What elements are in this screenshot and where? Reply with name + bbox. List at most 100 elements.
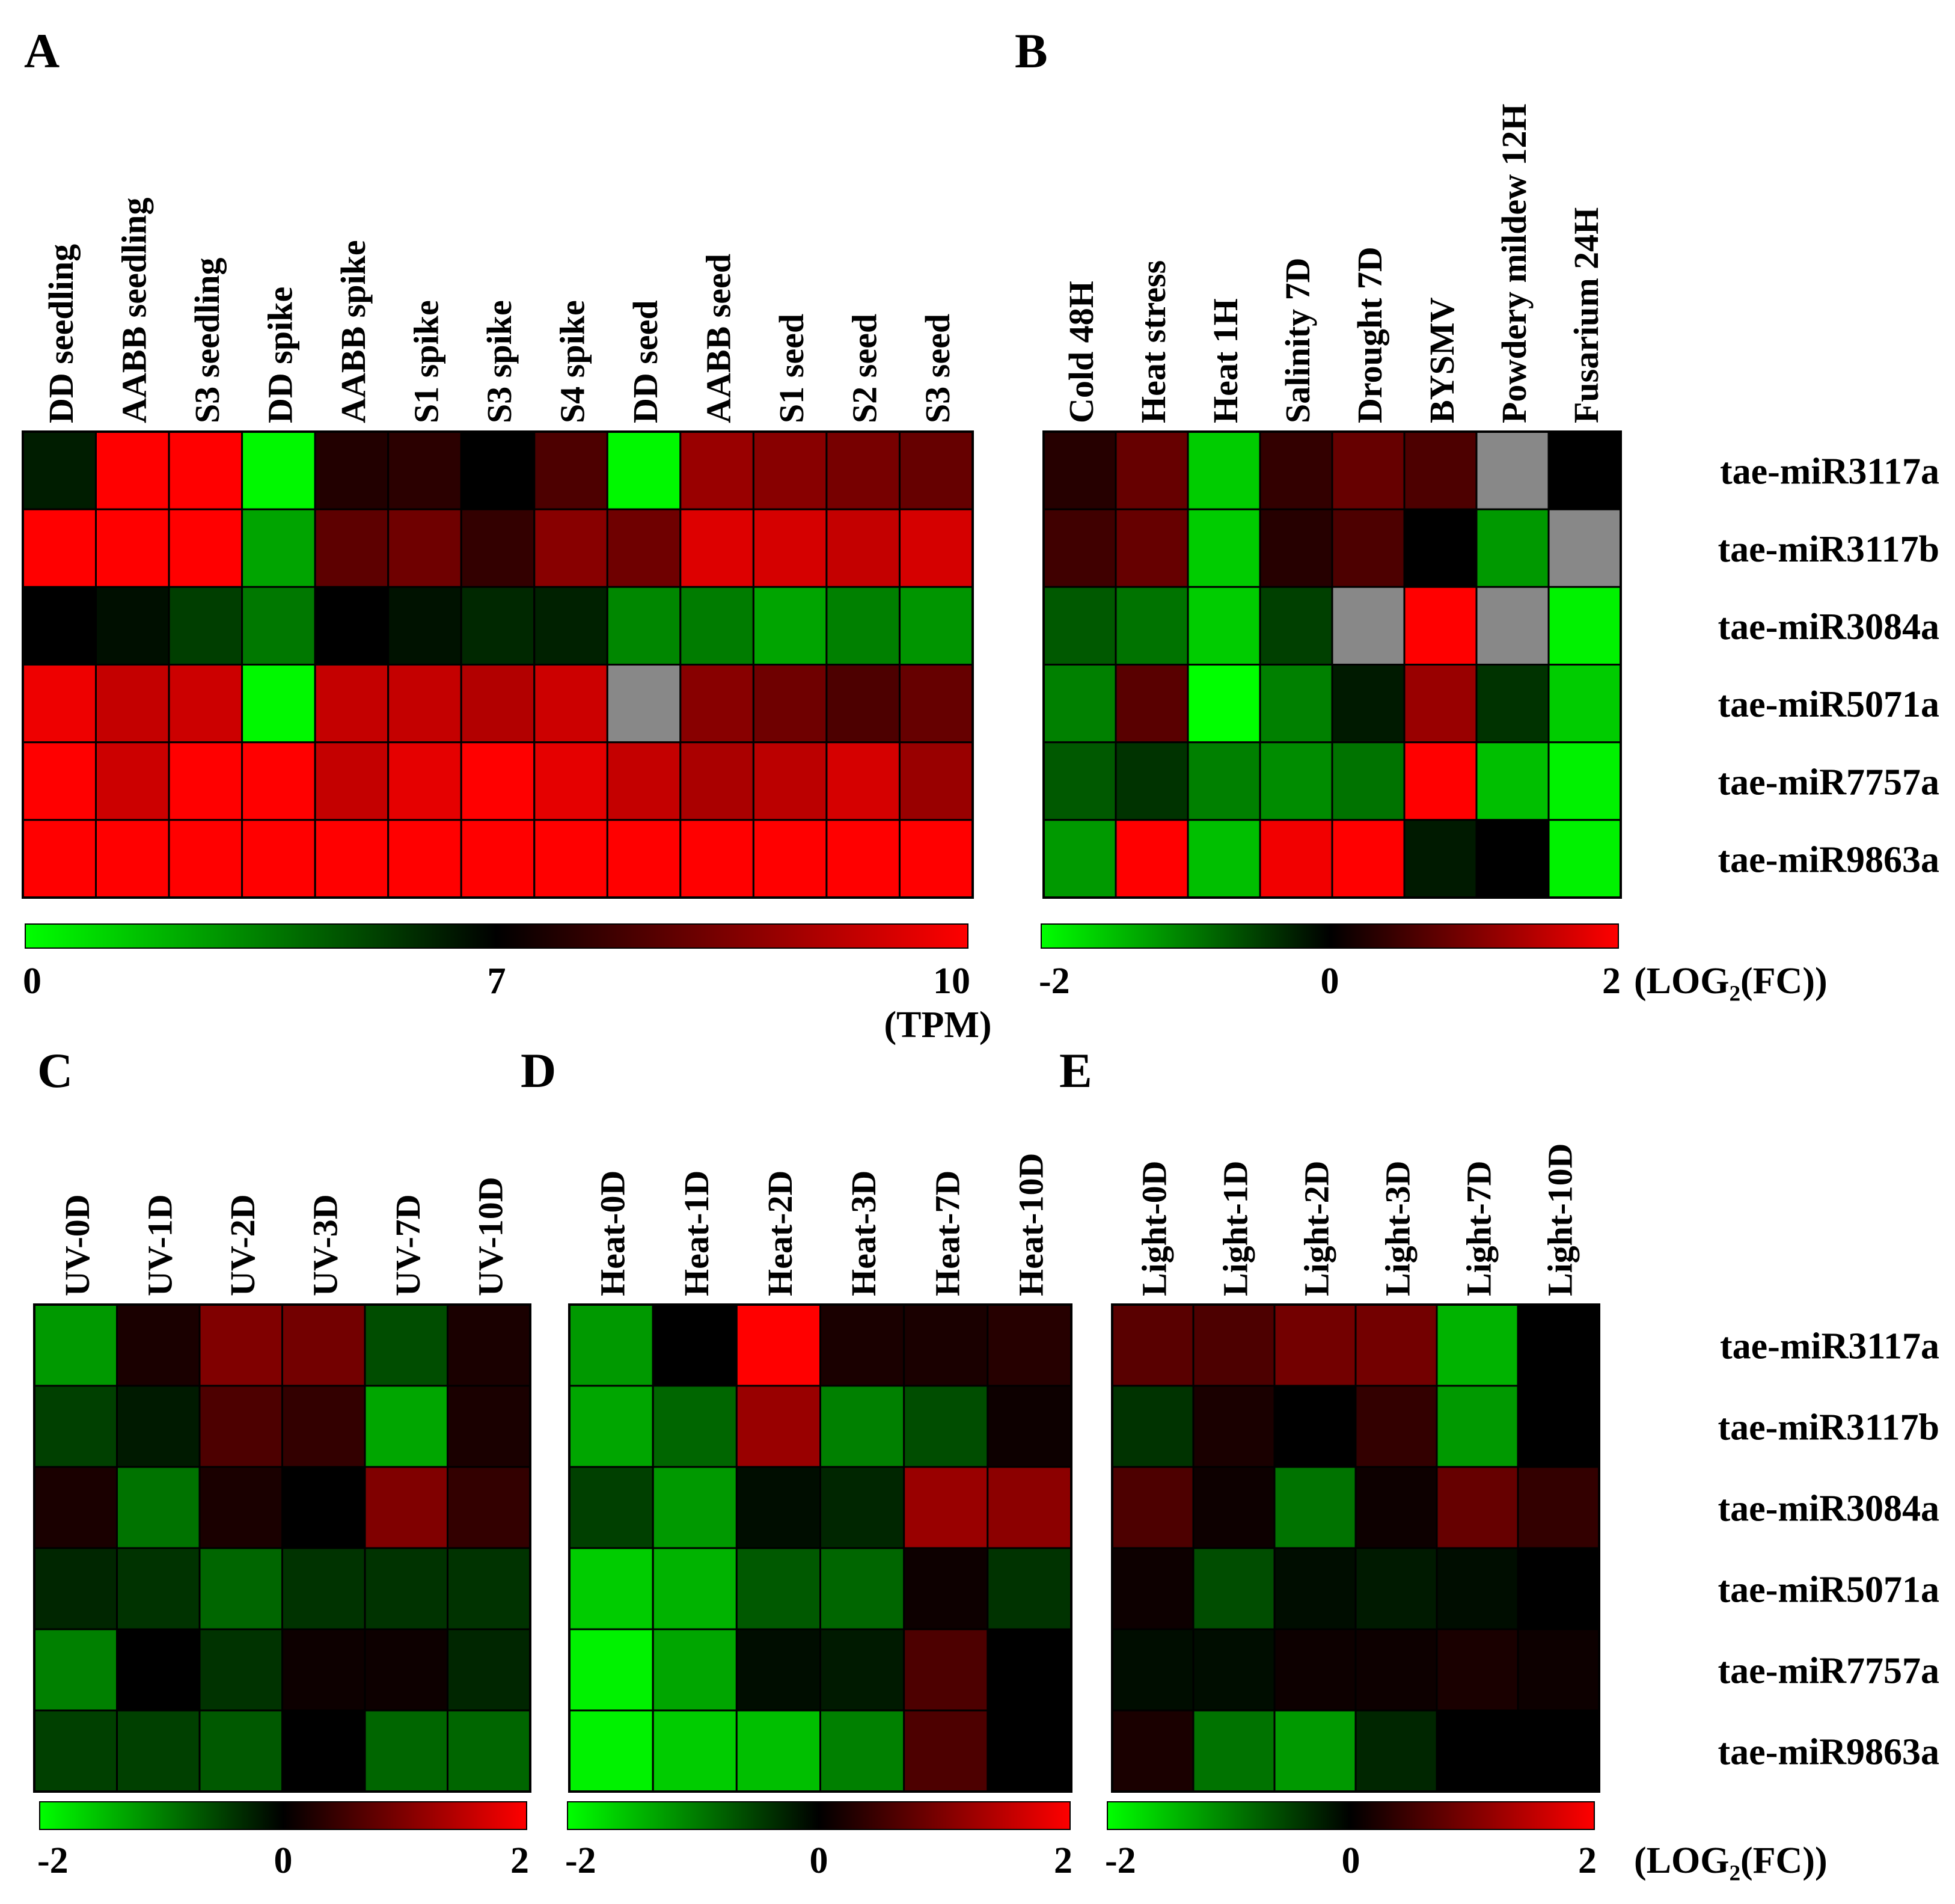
heatmap-cell <box>1259 508 1333 588</box>
heatmap-cell <box>198 1628 283 1712</box>
heatmap-cell <box>1547 430 1622 510</box>
heatmap-cell <box>33 1303 118 1387</box>
heatmap-cell <box>1517 1709 1600 1793</box>
heatmap-cell <box>679 664 754 744</box>
column-label: Light-3D <box>1378 1160 1418 1296</box>
heatmap-cell <box>1403 819 1478 899</box>
column-label: Heat-0D <box>593 1171 632 1296</box>
heatmap-cell <box>899 819 974 899</box>
heatmap-cell <box>1403 508 1478 588</box>
heatmap-cell <box>314 586 390 666</box>
heatmap-cell <box>819 1547 905 1630</box>
panel-e: E Light-0D Light-1D Light-2D Light-3D Light-7… <box>1059 1043 1939 1881</box>
heatmap-cell <box>735 1385 822 1468</box>
heatmap-cells-d <box>568 1303 1072 1793</box>
heatmap-cell <box>116 1466 201 1549</box>
heatmap-cell <box>387 430 462 510</box>
heatmap-cell <box>1259 430 1333 510</box>
heatmap-cell <box>606 664 682 744</box>
heatmap-cell <box>903 1547 989 1630</box>
heatmap-cell <box>606 819 682 899</box>
heatmap-cell <box>1111 1547 1195 1630</box>
heatmap-cell <box>903 1709 989 1793</box>
heatmap-cell <box>1354 1709 1438 1793</box>
color-scale-bar <box>39 1801 527 1830</box>
heatmap-cell <box>652 1385 738 1468</box>
heatmap-cell <box>825 741 901 821</box>
heatmap-cell <box>1436 1628 1519 1712</box>
heatmap-cell <box>1354 1385 1438 1468</box>
heatmap-cell <box>568 1709 654 1793</box>
heatmap-cell <box>1475 586 1550 666</box>
heatmap-cell <box>568 1303 654 1387</box>
heatmap-cell <box>1273 1547 1357 1630</box>
heatmap-cell <box>752 664 828 744</box>
heatmap-border <box>568 1303 1072 1793</box>
heatmap-cell <box>1115 819 1189 899</box>
heatmap-cell <box>652 1628 738 1712</box>
heatmap-cell <box>1115 741 1189 821</box>
heatmap-cell <box>533 430 608 510</box>
heatmap-border <box>1042 430 1622 899</box>
heatmap-cell <box>33 1709 118 1793</box>
heatmap-cell <box>903 1303 989 1387</box>
color-scale-bar <box>25 923 968 949</box>
heatmap-cell <box>95 664 170 744</box>
column-label: UV-7D <box>388 1194 427 1296</box>
heatmap-cell <box>22 508 97 588</box>
heatmap-cell <box>33 1547 118 1630</box>
heatmap-cell <box>533 819 608 899</box>
heatmap-cell <box>1331 508 1406 588</box>
heatmap-cell <box>533 664 608 744</box>
heatmap-border <box>22 430 974 899</box>
heatmap-cell <box>679 430 754 510</box>
heatmap-border <box>33 1303 531 1793</box>
color-scale-tick: -2 <box>565 1840 596 1881</box>
heatmap-cell <box>825 819 901 899</box>
heatmap-cell <box>1403 430 1478 510</box>
heatmap-cell <box>116 1385 201 1468</box>
heatmap-cell <box>1115 508 1189 588</box>
heatmap-cell <box>735 1466 822 1549</box>
heatmap-cell <box>281 1628 366 1712</box>
heatmap-cell <box>281 1385 366 1468</box>
heatmap-cell <box>735 1303 822 1387</box>
heatmap-cell <box>314 741 390 821</box>
row-label: tae-miR3084a <box>1718 1489 1939 1529</box>
heatmap-cell <box>533 741 608 821</box>
heatmap-cell <box>1187 664 1261 744</box>
panel-a: A DD seedling AABB seedling S3 seedling DD s… <box>22 23 992 1045</box>
heatmap-cell <box>281 1303 366 1387</box>
heatmap-cell <box>447 1466 531 1549</box>
color-scale-unit: (LOG₂(FC)) <box>1634 961 1828 1002</box>
heatmap-cell <box>752 741 828 821</box>
heatmap-cell <box>1403 586 1478 666</box>
column-label: Powdery mildew 12H <box>1495 103 1534 423</box>
heatmap-cell <box>1436 1709 1519 1793</box>
heatmap-cell <box>1187 819 1261 899</box>
column-label: S1 seed <box>772 314 811 423</box>
row-label: tae-miR3117a <box>1720 452 1939 492</box>
heatmap-cell <box>1273 1466 1357 1549</box>
heatmap-cell <box>314 664 390 744</box>
heatmap-cell <box>825 430 901 510</box>
heatmap-cell <box>387 508 462 588</box>
heatmap-cell <box>568 1466 654 1549</box>
column-label: S2 seed <box>845 314 884 423</box>
heatmap-cell <box>606 430 682 510</box>
color-scale-tick: 2 <box>1578 1840 1597 1881</box>
heatmap-cell <box>168 819 243 899</box>
heatmap-cell <box>241 819 316 899</box>
heatmap-cell <box>198 1547 283 1630</box>
heatmap-cell <box>281 1547 366 1630</box>
heatmap-cell <box>899 430 974 510</box>
heatmap-cell <box>752 819 828 899</box>
heatmap-cell <box>22 586 97 666</box>
color-scale-bar <box>1107 1801 1595 1830</box>
heatmap-cell <box>1259 741 1333 821</box>
heatmap-cell <box>116 1547 201 1630</box>
heatmap-cell <box>364 1385 448 1468</box>
heatmap-cell <box>825 586 901 666</box>
heatmap-cell <box>1187 430 1261 510</box>
heatmap-cell <box>22 430 97 510</box>
